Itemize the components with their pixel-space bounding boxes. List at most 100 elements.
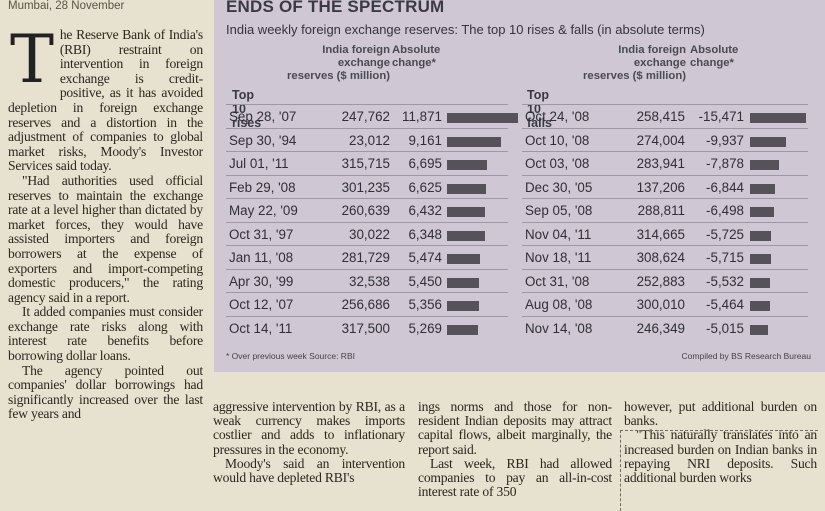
table-row: Oct 12, '07 256,686 5,356: [226, 294, 508, 316]
row-divider: [522, 292, 808, 293]
row-divider: [522, 315, 808, 317]
table-row: Oct 24, '08 258,415 -15,471: [522, 106, 808, 128]
dateline: Mumbai, 28 November: [8, 0, 125, 12]
change-bar: [750, 136, 786, 147]
change-bar: [750, 230, 771, 241]
reserves-header: India foreign exchange reserves ($ millio…: [287, 44, 390, 82]
row-change: -5,532: [706, 273, 744, 289]
table-row: Oct 31, '97 30,022 6,348: [226, 224, 508, 246]
row-change: 6,432: [408, 203, 442, 218]
highlight-box: [620, 430, 818, 511]
table-row: Apr 30, '99 32,538 5,450: [226, 271, 508, 293]
table-row: Oct 10, '08 274,004 -9,937: [522, 130, 808, 152]
change-bar: [750, 324, 768, 335]
row-change: -5,015: [706, 320, 744, 336]
row-reserves: 314,665: [636, 226, 685, 242]
chart-subtitle: India weekly foreign exchange reserves: …: [226, 22, 705, 37]
change-bar: [750, 183, 775, 194]
row-divider: [522, 127, 808, 129]
row-date: Feb 29, '08: [229, 179, 296, 195]
change-bar: [750, 301, 770, 311]
change-bar: [447, 324, 478, 335]
row-date: Oct 03, '08: [525, 156, 590, 171]
row-reserves: 283,941: [636, 156, 685, 171]
paragraph-text: he Reserve Bank of India's (RBI) restrai…: [8, 27, 203, 174]
row-divider: [226, 198, 508, 199]
row-reserves: 317,500: [341, 320, 390, 336]
change-bar: [447, 277, 479, 288]
row-change: -6,498: [706, 203, 744, 218]
change-bar: [447, 160, 487, 170]
row-divider: [522, 198, 808, 199]
article-paragraph: however, put additional burden on banks.: [624, 399, 817, 429]
falls-label: Top 10 falls: [527, 88, 553, 130]
table-row: Aug 08, '08 300,010 -5,464: [522, 294, 808, 316]
article-paragraph: Moody's said an intervention would have …: [213, 455, 405, 486]
row-change: -6,844: [706, 179, 744, 195]
row-change: -15,471: [698, 109, 744, 124]
row-reserves: 288,811: [637, 203, 685, 218]
row-divider: [226, 268, 508, 270]
reserves-header: India foreign exchange reserves ($ millio…: [583, 44, 686, 82]
change-bar: [447, 136, 501, 147]
row-change: -5,725: [706, 226, 744, 242]
row-divider: [226, 174, 508, 176]
change-bar: [447, 254, 480, 264]
row-reserves: 32,538: [349, 273, 390, 289]
row-date: Sep 28, '07: [229, 109, 297, 124]
article-column-2: aggressive intervention by RBI, as a wea…: [213, 399, 405, 486]
rises-label: Top 10 rises: [232, 88, 262, 130]
row-date: Jul 01, '11: [229, 156, 289, 171]
table-row: May 22, '09 260,639 6,432: [226, 200, 508, 222]
table-row: Sep 28, '07 247,762 11,871: [226, 106, 518, 128]
row-date: Nov 14, '08: [525, 320, 593, 336]
drop-cap: T: [10, 21, 54, 98]
row-reserves: 274,004: [636, 132, 685, 148]
row-reserves: 300,010: [636, 297, 685, 312]
row-divider: [226, 221, 508, 223]
table-row: Nov 04, '11 314,665 -5,725: [522, 224, 808, 246]
change-header: Absolute change*: [690, 44, 739, 69]
row-date: Nov 04, '11: [525, 226, 592, 242]
table-row: Jul 01, '11 315,715 6,695: [226, 153, 508, 175]
row-divider: [522, 174, 808, 176]
change-bar: [447, 230, 485, 241]
row-divider: [226, 127, 508, 129]
table-row: Nov 18, '11 308,624 -5,715: [522, 247, 808, 269]
row-change: -7,878: [706, 156, 744, 171]
chart-credit: Compiled by BS Research Bureau: [681, 351, 811, 361]
row-change: 6,625: [408, 179, 442, 195]
table-row: Nov 14, '08 246,349 -5,015: [522, 318, 808, 340]
row-change: 5,269: [408, 320, 442, 336]
row-divider: [522, 221, 808, 223]
chart-title: ENDS OF THE SPECTRUM: [226, 0, 445, 16]
row-change: 6,695: [408, 156, 442, 171]
row-date: Sep 30, '94: [229, 132, 297, 148]
article-paragraph: ings norms and those for non-resident In…: [418, 399, 612, 457]
row-date: Oct 31, '08: [525, 273, 590, 289]
article-paragraph: The agency pointed out companies' dollar…: [8, 362, 203, 422]
chart-box: ENDS OF THE SPECTRUM India weekly foreig…: [214, 0, 825, 372]
row-change: -5,464: [706, 297, 744, 312]
table-row: Jan 11, '08 281,729 5,474: [226, 247, 508, 269]
article-paragraph: It added companies must consider exchang…: [8, 304, 203, 364]
article-paragraph: aggressive intervention by RBI, as a wea…: [213, 399, 405, 457]
table-row: Oct 03, '08 283,941 -7,878: [522, 153, 808, 175]
row-reserves: 23,012: [349, 132, 390, 148]
article-paragraph: Last week, RBI had allowed companies to …: [418, 455, 612, 500]
row-reserves: 301,235: [341, 179, 390, 195]
table-row: Oct 14, '11 317,500 5,269: [226, 318, 508, 340]
table-row: Oct 31, '08 252,883 -5,532: [522, 271, 808, 293]
row-change: -5,715: [706, 250, 744, 265]
row-date: Sep 05, '08: [525, 203, 593, 218]
row-date: Nov 18, '11: [525, 250, 592, 265]
row-divider: [226, 315, 508, 317]
row-reserves: 308,624: [636, 250, 685, 265]
row-divider: [226, 245, 508, 246]
row-divider: [522, 268, 808, 270]
article-paragraph: "Had authorities used official reserves …: [8, 172, 203, 305]
row-date: Jan 11, '08: [229, 250, 294, 265]
row-date: Oct 12, '07: [229, 297, 294, 312]
